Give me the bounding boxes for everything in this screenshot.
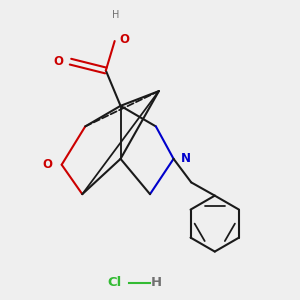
Text: H: H [112, 11, 120, 20]
Text: O: O [43, 158, 53, 171]
Text: O: O [119, 33, 129, 46]
Text: Cl: Cl [107, 276, 122, 289]
Text: N: N [181, 152, 191, 165]
Text: O: O [53, 55, 63, 68]
Text: H: H [150, 276, 161, 289]
